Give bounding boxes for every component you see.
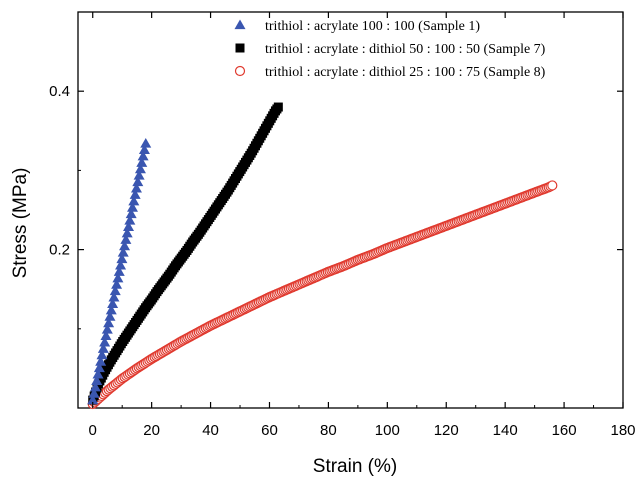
x-tick-label: 140 xyxy=(493,422,518,439)
x-tick-label: 100 xyxy=(375,422,400,439)
legend-label-3: trithiol : acrylate : dithiol 25 : 100 :… xyxy=(265,65,546,80)
series-3 xyxy=(87,180,558,410)
x-axis-title: Strain (%) xyxy=(313,456,397,477)
data-point xyxy=(109,285,121,296)
plot-area xyxy=(77,11,624,409)
data-point xyxy=(93,362,105,373)
data-point xyxy=(120,234,132,244)
data-point xyxy=(129,189,141,199)
x-tick-label: 180 xyxy=(610,422,635,439)
data-point xyxy=(87,394,99,405)
data-point xyxy=(99,336,111,347)
y-axis-ticks: 0.2 0.4 xyxy=(49,83,623,330)
data-point xyxy=(108,291,120,302)
x-tick-label: 40 xyxy=(202,422,219,439)
data-point xyxy=(125,208,137,219)
data-point xyxy=(134,163,146,174)
data-point xyxy=(116,253,128,264)
data-point xyxy=(105,304,117,315)
data-point xyxy=(103,317,115,328)
data-point xyxy=(117,247,129,257)
legend-marker-2 xyxy=(235,43,245,53)
data-point xyxy=(100,330,112,341)
data-point xyxy=(97,343,109,353)
x-tick-label: 80 xyxy=(320,422,337,439)
x-tick-label: 120 xyxy=(434,422,459,439)
series-1 xyxy=(87,137,152,405)
data-point xyxy=(140,137,152,148)
data-point xyxy=(127,202,138,212)
legend-label-1: trithiol : acrylate 100 : 100 (Sample 1) xyxy=(265,19,480,34)
series-layer xyxy=(87,102,558,410)
plot-frame xyxy=(77,11,624,409)
data-point xyxy=(121,227,133,238)
x-tick-label: 20 xyxy=(143,422,160,439)
data-point xyxy=(547,180,558,191)
data-point xyxy=(92,368,104,379)
x-tick-label: 0 xyxy=(89,422,97,439)
data-point xyxy=(128,195,140,206)
data-point xyxy=(107,298,119,308)
data-point xyxy=(88,388,100,398)
data-point xyxy=(91,375,103,385)
data-point xyxy=(119,240,131,251)
data-point xyxy=(138,144,150,155)
y-axis-title: Stress (MPa) xyxy=(10,168,31,279)
legend-marker-1 xyxy=(234,19,246,30)
data-point xyxy=(273,102,283,112)
data-point xyxy=(111,279,123,289)
y-tick-label: 0.2 xyxy=(49,242,70,259)
series-2 xyxy=(88,102,283,405)
x-tick-label: 160 xyxy=(552,422,577,439)
data-point xyxy=(123,221,135,231)
data-point xyxy=(136,157,148,167)
data-point xyxy=(101,324,113,334)
data-point xyxy=(124,214,136,225)
data-point xyxy=(130,182,142,193)
data-point xyxy=(113,266,125,276)
data-point xyxy=(133,170,145,180)
data-point xyxy=(89,381,101,392)
data-point xyxy=(95,356,107,366)
y-tick-label: 0.4 xyxy=(49,83,70,100)
legend-label-2: trithiol : acrylate : dithiol 50 : 100 :… xyxy=(265,42,546,57)
x-tick-label: 60 xyxy=(261,422,278,439)
legend-marker-3 xyxy=(234,65,246,77)
data-point xyxy=(115,259,127,270)
x-axis-ticks: 0 20 40 60 80 100 120 140 160 180 xyxy=(89,12,636,439)
data-point xyxy=(112,272,124,283)
data-point xyxy=(104,311,116,321)
data-point xyxy=(137,150,149,161)
data-point xyxy=(96,349,108,360)
legend: trithiol : acrylate 100 : 100 (Sample 1)… xyxy=(234,19,546,80)
data-point xyxy=(132,176,144,187)
